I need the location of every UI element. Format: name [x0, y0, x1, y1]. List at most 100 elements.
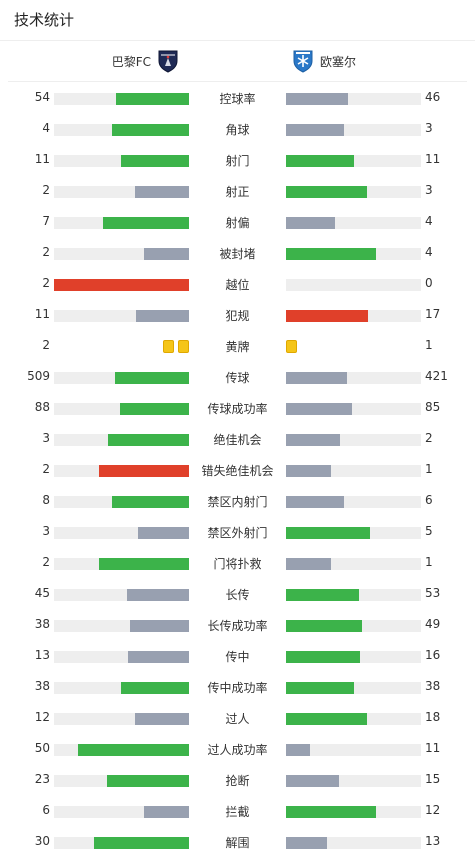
stat-row: 2 被封堵 4 [0, 237, 475, 268]
away-bar-track [286, 434, 421, 446]
yellow-card-icon [178, 340, 189, 353]
home-value: 38 [34, 679, 50, 693]
home-value: 13 [34, 648, 50, 662]
stat-row: 45 长传 53 [0, 578, 475, 609]
away-bar-track [286, 465, 421, 477]
stat-row: 2 错失绝佳机会 1 [0, 454, 475, 485]
home-value: 23 [34, 772, 50, 786]
away-value: 3 [425, 183, 433, 197]
stat-row: 12 过人 18 [0, 702, 475, 733]
stat-row: 2 黄牌 1 [0, 330, 475, 361]
home-value: 2 [42, 245, 50, 259]
away-bar-fill [286, 124, 344, 136]
stat-row: 88 传球成功率 85 [0, 392, 475, 423]
page-title: 技术统计 [0, 0, 475, 41]
stat-name: 传中 [225, 650, 250, 664]
home-value: 2 [42, 276, 50, 290]
away-bar-fill [286, 403, 352, 415]
away-bar-track [286, 403, 421, 415]
stat-name: 过人 [225, 712, 250, 726]
home-bar-track [54, 620, 189, 632]
home-bar-track [54, 124, 189, 136]
away-team-logo-icon [293, 50, 313, 73]
home-value: 3 [42, 431, 50, 445]
stat-name: 绝佳机会 [213, 433, 262, 447]
away-bar-track [286, 496, 421, 508]
away-value: 4 [425, 245, 433, 259]
away-bar-track [286, 682, 421, 694]
away-bar-track [286, 279, 421, 291]
home-bar-track [54, 155, 189, 167]
away-value: 15 [425, 772, 441, 786]
home-bar-fill [121, 682, 189, 694]
away-value: 85 [425, 400, 441, 414]
home-bar-track [54, 589, 189, 601]
home-bar-track [54, 713, 189, 725]
stat-name: 被封堵 [219, 247, 256, 261]
home-value: 11 [34, 307, 50, 321]
stat-name: 长传成功率 [207, 619, 268, 633]
away-value: 11 [425, 741, 441, 755]
home-value: 3 [42, 524, 50, 538]
away-bar-track [286, 155, 421, 167]
home-bar-fill [144, 806, 189, 818]
home-value: 54 [34, 90, 50, 104]
stat-row: 54 控球率 46 [0, 82, 475, 113]
home-bar-track [54, 558, 189, 570]
away-bar-track [286, 651, 421, 663]
away-bar-fill [286, 372, 347, 384]
home-value: 4 [42, 121, 50, 135]
home-bar-fill [138, 527, 189, 539]
stat-row: 3 禁区外射门 5 [0, 516, 475, 547]
away-bar-fill [286, 310, 368, 322]
home-bar-track [54, 93, 189, 105]
stat-name: 过人成功率 [207, 743, 268, 757]
home-bar-fill [128, 651, 189, 663]
stat-row: 11 射门 11 [0, 144, 475, 175]
stat-name: 黄牌 [225, 340, 250, 354]
away-value: 6 [425, 493, 433, 507]
away-team[interactable]: 欧塞尔 [292, 41, 356, 81]
home-value: 2 [42, 462, 50, 476]
away-bar-fill [286, 620, 362, 632]
away-value: 13 [425, 834, 441, 848]
away-value: 11 [425, 152, 441, 166]
home-bar-track [54, 372, 189, 384]
away-bar-fill [286, 589, 359, 601]
away-value: 12 [425, 803, 441, 817]
stat-name: 解围 [225, 836, 250, 850]
away-value: 53 [425, 586, 441, 600]
away-bar-track [286, 93, 421, 105]
away-value: 38 [425, 679, 441, 693]
home-value: 12 [34, 710, 50, 724]
stat-name: 射门 [225, 154, 250, 168]
away-bar-fill [286, 496, 344, 508]
stat-name: 门将扑救 [213, 557, 262, 571]
away-bar-fill [286, 465, 331, 477]
away-bar-fill [286, 93, 348, 105]
home-bar-track [54, 837, 189, 849]
away-bar-fill [286, 713, 367, 725]
stat-name: 长传 [225, 588, 250, 602]
stat-name: 传球 [225, 371, 250, 385]
home-team-name: 巴黎FC [111, 54, 151, 69]
home-bar-track [54, 775, 189, 787]
away-bar-fill [286, 837, 327, 849]
away-bar-fill [286, 775, 339, 787]
home-bar-fill [54, 279, 189, 291]
stat-row: 2 射正 3 [0, 175, 475, 206]
away-value: 46 [425, 90, 441, 104]
away-value: 3 [425, 121, 433, 135]
home-bar-fill [94, 837, 189, 849]
home-bar-track [54, 527, 189, 539]
stat-name: 传球成功率 [207, 402, 268, 416]
home-team[interactable]: 巴黎FC [112, 41, 179, 81]
home-bar-track [54, 465, 189, 477]
away-bar-track [286, 589, 421, 601]
home-bar-fill [112, 496, 189, 508]
home-bar-fill [120, 403, 189, 415]
away-bar-fill [286, 155, 354, 167]
teams-header: 巴黎FC 欧塞尔 [8, 41, 467, 82]
home-bar-fill [112, 124, 189, 136]
home-yellow-cards [163, 340, 189, 353]
